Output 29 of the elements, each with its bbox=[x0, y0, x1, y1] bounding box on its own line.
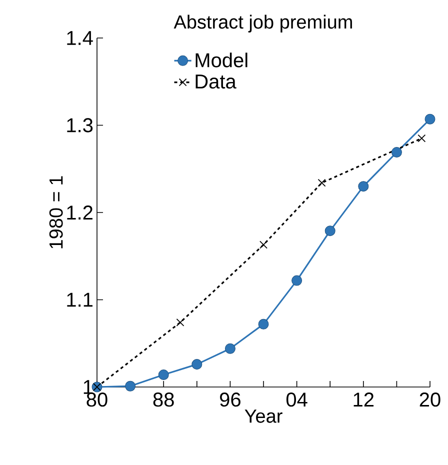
point bbox=[176, 318, 184, 326]
y-tick-label: 1.3 bbox=[67, 118, 93, 132]
x-tick-label: 80 bbox=[86, 392, 108, 407]
x-tick-label: 12 bbox=[354, 392, 374, 406]
legend-label: Model bbox=[196, 52, 248, 68]
x-tick-label: 88 bbox=[153, 392, 174, 407]
point bbox=[324, 226, 336, 236]
y-tick-label: 1.1 bbox=[67, 292, 92, 307]
point bbox=[358, 181, 369, 192]
y-tick-label: 1.4 bbox=[67, 31, 93, 45]
x-tick-label: 04 bbox=[286, 392, 308, 407]
point bbox=[224, 343, 236, 354]
point bbox=[260, 240, 268, 249]
point bbox=[318, 178, 326, 187]
point bbox=[125, 380, 136, 392]
point bbox=[424, 114, 436, 124]
y-axis-title: 1980 = 1 bbox=[49, 176, 63, 248]
legend-label: Data bbox=[196, 74, 236, 89]
x-tick-label: 20 bbox=[420, 392, 440, 407]
chart-title: Abstract job premium bbox=[174, 14, 352, 32]
point bbox=[292, 275, 302, 286]
point bbox=[418, 134, 426, 142]
x-axis-title: Year bbox=[244, 410, 282, 423]
point bbox=[192, 359, 202, 370]
point bbox=[391, 147, 402, 158]
y-tick-label: 1.2 bbox=[67, 206, 92, 220]
point bbox=[158, 370, 169, 380]
point bbox=[258, 318, 269, 330]
x-tick-label: 96 bbox=[220, 392, 240, 407]
